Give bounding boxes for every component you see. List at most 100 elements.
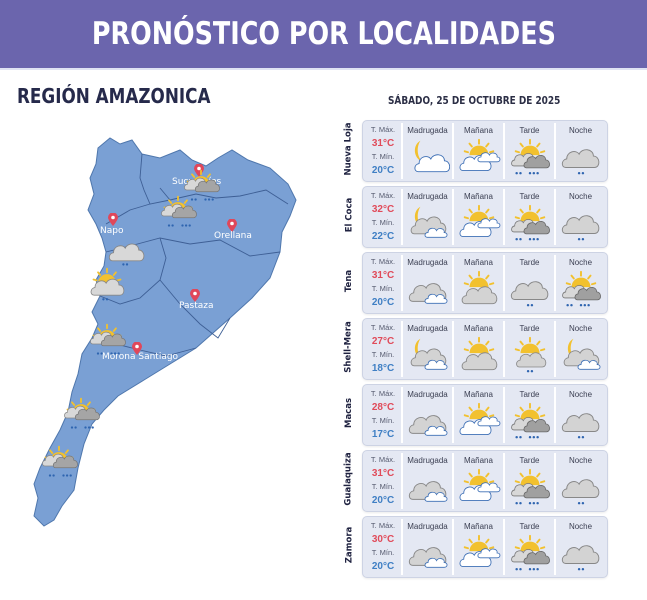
cloud-light-rain-icon — [559, 401, 603, 441]
map-label-pastaza: Pastaza — [179, 301, 214, 311]
temperature-block: T. Máx. 32°C T. Mín. 22°C — [365, 189, 401, 245]
tmax-label: T. Máx. — [370, 455, 396, 464]
cloud-light-rain-icon — [108, 243, 145, 266]
tmin-label: T. Mín. — [371, 482, 395, 492]
period-noche: Noche — [554, 453, 605, 509]
forecast-date: SÁBADO, 25 DE OCTUBRE DE 2025 — [388, 95, 561, 107]
tmin-value: 22°C — [371, 230, 395, 242]
sun-thunder-rain-icon — [161, 195, 197, 227]
forecast-list: Nueva Loja T. Máx. 31°C T. Mín. 20°C Mad… — [338, 118, 614, 580]
sun-thunder-rain-icon — [42, 445, 78, 477]
temperature-block: T. Máx. 31°C T. Mín. 20°C — [365, 123, 401, 179]
tmin-label: T. Mín. — [371, 284, 395, 294]
sun-partly-cloudy-icon — [457, 533, 501, 573]
forecast-card: T. Máx. 31°C T. Mín. 20°C Madrugada Maña… — [362, 450, 608, 512]
region-title: REGIÓN AMAZONICA — [17, 84, 211, 108]
period-madrugada: Madrugada — [401, 255, 452, 311]
location-pin-icon — [194, 164, 204, 177]
tmax-value: 31°C — [371, 137, 395, 149]
tmax-label: T. Máx. — [370, 257, 396, 266]
forecast-row-el-coca: El Coca T. Máx. 32°C T. Mín. 22°C Madrug… — [338, 184, 614, 250]
tmax-label: T. Máx. — [370, 323, 396, 332]
location-pin-icon — [190, 289, 200, 302]
tmin-value: 20°C — [371, 164, 395, 176]
temperature-block: T. Máx. 31°C T. Mín. 20°C — [365, 255, 401, 311]
sun-thunder-rain-icon — [508, 467, 552, 507]
tmax-label: T. Máx. — [370, 125, 396, 134]
period-madrugada: Madrugada — [401, 387, 452, 443]
temperature-block: T. Máx. 31°C T. Mín. 20°C — [365, 453, 401, 509]
sun-cloud-light-rain-icon — [90, 267, 125, 301]
moon-partly-cloudy-icon — [406, 137, 450, 177]
period-tarde: Tarde — [503, 453, 554, 509]
sun-thunder-rain-icon — [508, 533, 552, 573]
cloudy-icon — [406, 533, 450, 573]
sun-behind-cloud-icon — [457, 269, 501, 309]
period-madrugada: Madrugada — [401, 123, 452, 179]
period-noche: Noche — [554, 189, 605, 245]
period-madrugada: Madrugada — [401, 519, 452, 575]
location-name: Tena — [344, 269, 355, 293]
period-noche: Noche — [554, 321, 605, 377]
map-label-morona-santiago: Morona Santiago — [102, 352, 179, 362]
sun-cloud-light-rain-icon — [508, 335, 552, 375]
period-madrugada: Madrugada — [401, 453, 452, 509]
location-name: El Coca — [344, 197, 354, 233]
period-madrugada: Madrugada — [401, 321, 452, 377]
header-banner: PRONÓSTICO POR LOCALIDADES — [0, 0, 647, 70]
period-manana: Mañana — [452, 387, 503, 443]
cloud-light-rain-icon — [559, 467, 603, 507]
tmin-label: T. Mín. — [371, 152, 395, 162]
sun-thunder-rain-icon — [508, 401, 552, 441]
forecast-card: T. Máx. 30°C T. Mín. 20°C Madrugada Maña… — [362, 516, 608, 578]
period-tarde: Tarde — [503, 255, 554, 311]
tmax-label: T. Máx. — [370, 389, 396, 398]
location-name: Nueva Loja — [344, 122, 355, 176]
tmin-label: T. Mín. — [371, 548, 395, 558]
moon-cloudy-icon — [559, 335, 603, 375]
cloud-light-rain-icon — [508, 269, 552, 309]
sun-partly-cloudy-icon — [457, 467, 501, 507]
tmin-value: 20°C — [371, 560, 395, 572]
period-manana: Mañana — [452, 123, 503, 179]
temperature-block: T. Máx. 27°C T. Mín. 18°C — [365, 321, 401, 377]
period-madrugada: Madrugada — [401, 189, 452, 245]
sun-partly-cloudy-icon — [457, 137, 501, 177]
location-name: Gualaquiza — [344, 452, 354, 506]
amazon-region-map-shape — [33, 137, 297, 527]
period-noche: Noche — [554, 387, 605, 443]
tmax-value: 30°C — [371, 533, 395, 545]
sun-thunder-rain-icon — [508, 203, 552, 243]
sun-behind-cloud-icon — [457, 335, 501, 375]
location-pin-icon — [108, 213, 118, 226]
tmax-value: 32°C — [371, 203, 395, 215]
sun-thunder-rain-icon — [90, 323, 126, 355]
location-pin-icon — [132, 342, 142, 355]
tmax-label: T. Máx. — [370, 191, 396, 200]
tmin-label: T. Mín. — [371, 218, 395, 228]
temperature-block: T. Máx. 28°C T. Mín. 17°C — [365, 387, 401, 443]
location-pin-icon — [227, 219, 237, 232]
forecast-row-zamora: Zamora T. Máx. 30°C T. Mín. 20°C Madruga… — [338, 514, 614, 580]
tmax-value: 31°C — [371, 467, 395, 479]
period-tarde: Tarde — [503, 321, 554, 377]
forecast-card: T. Máx. 31°C T. Mín. 20°C Madrugada Maña… — [362, 252, 608, 314]
forecast-card: T. Máx. 28°C T. Mín. 17°C Madrugada Maña… — [362, 384, 608, 446]
period-noche: Noche — [554, 255, 605, 311]
forecast-row-nueva-loja: Nueva Loja T. Máx. 31°C T. Mín. 20°C Mad… — [338, 118, 614, 184]
map-label-napo: Napo — [100, 226, 124, 236]
cloud-light-rain-icon — [559, 203, 603, 243]
tmin-value: 18°C — [371, 362, 395, 374]
forecast-card: T. Máx. 27°C T. Mín. 18°C Madrugada Maña… — [362, 318, 608, 380]
period-tarde: Tarde — [503, 123, 554, 179]
period-tarde: Tarde — [503, 189, 554, 245]
tmin-value: 20°C — [371, 296, 395, 308]
sun-thunder-rain-icon — [508, 137, 552, 177]
period-manana: Mañana — [452, 255, 503, 311]
moon-cloudy-icon — [406, 203, 450, 243]
cloud-light-rain-icon — [559, 533, 603, 573]
sun-thunder-rain-icon — [64, 397, 100, 429]
tmax-value: 27°C — [371, 335, 395, 347]
temperature-block: T. Máx. 30°C T. Mín. 20°C — [365, 519, 401, 575]
cloudy-icon — [406, 467, 450, 507]
